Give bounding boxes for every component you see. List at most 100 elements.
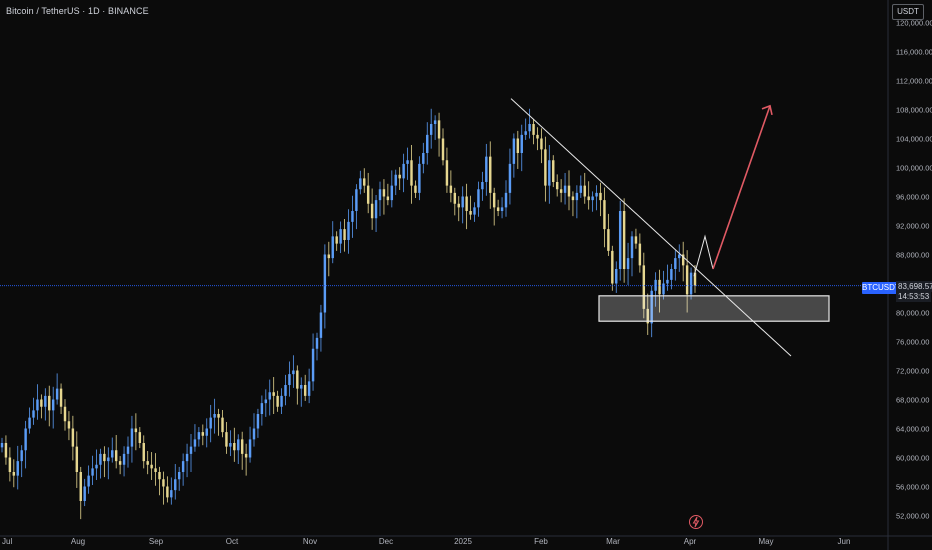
candle-body bbox=[24, 428, 27, 451]
candle-body bbox=[607, 229, 610, 251]
candle-body bbox=[532, 124, 535, 135]
y-tick-label: 120,000.00 bbox=[896, 19, 932, 28]
x-tick-label: Jun bbox=[838, 537, 851, 546]
candle-body bbox=[260, 403, 264, 414]
y-tick-label: 88,000.00 bbox=[896, 251, 929, 260]
candle-body bbox=[457, 203, 460, 208]
candle-body bbox=[252, 428, 256, 440]
candle-body bbox=[615, 269, 618, 284]
candle-body bbox=[355, 189, 358, 211]
candle-body bbox=[634, 236, 638, 244]
candle-body bbox=[229, 443, 232, 447]
candle-body bbox=[536, 134, 539, 139]
candle-body bbox=[453, 192, 457, 204]
candle-body bbox=[118, 461, 122, 465]
candle-body bbox=[114, 450, 118, 462]
candle-body bbox=[595, 192, 598, 197]
candle-body bbox=[40, 399, 43, 407]
candle-body bbox=[689, 272, 693, 295]
candle-body bbox=[646, 308, 649, 324]
candle-body bbox=[552, 160, 555, 182]
candle-body bbox=[122, 453, 126, 465]
support-zone-box bbox=[598, 295, 830, 322]
candle-body bbox=[303, 385, 307, 396]
candle-body bbox=[87, 475, 90, 487]
candle-body bbox=[489, 156, 492, 193]
candle-body bbox=[130, 428, 134, 447]
x-tick-label: May bbox=[758, 537, 773, 546]
candle-body bbox=[288, 374, 291, 385]
last-price-label: 83,698.57 bbox=[896, 281, 932, 292]
candle-body bbox=[575, 192, 579, 201]
candle-body bbox=[422, 153, 425, 164]
candle-body bbox=[16, 461, 19, 476]
candle-body bbox=[177, 472, 181, 480]
candle-body bbox=[4, 443, 8, 458]
y-tick-label: 60,000.00 bbox=[896, 454, 929, 463]
candle-body bbox=[240, 439, 244, 454]
candle-body bbox=[189, 446, 193, 454]
candle-body bbox=[248, 439, 252, 458]
candle-body bbox=[292, 370, 295, 375]
x-tick-label: Oct bbox=[226, 537, 239, 546]
candle-body bbox=[166, 486, 169, 498]
candle-body bbox=[150, 464, 153, 469]
candle-body bbox=[618, 211, 622, 269]
candle-body bbox=[272, 392, 275, 396]
candle-body bbox=[237, 439, 240, 451]
candle-body bbox=[441, 138, 445, 161]
candle-body bbox=[339, 229, 342, 244]
candle-body bbox=[410, 160, 413, 186]
candle-body bbox=[158, 472, 161, 480]
candle-body bbox=[662, 283, 665, 295]
candle-body bbox=[59, 388, 63, 407]
candle-body bbox=[99, 453, 102, 465]
candle-body bbox=[307, 381, 311, 396]
candle-body bbox=[36, 399, 39, 411]
candle-body bbox=[284, 385, 287, 396]
candle-body bbox=[32, 410, 35, 418]
x-tick-label: Apr bbox=[684, 537, 697, 546]
candle-body bbox=[256, 414, 260, 429]
candle-body bbox=[559, 189, 563, 193]
candle-body bbox=[63, 406, 67, 422]
candle-body bbox=[319, 312, 323, 338]
candle-body bbox=[678, 254, 681, 259]
candle-body bbox=[276, 395, 279, 407]
candle-body bbox=[437, 120, 441, 139]
candle-body bbox=[91, 468, 94, 476]
candle-body bbox=[394, 174, 397, 186]
y-tick-label: 64,000.00 bbox=[896, 425, 929, 434]
candle-body bbox=[650, 290, 653, 324]
candle-body bbox=[496, 207, 500, 211]
candle-body bbox=[134, 428, 138, 433]
bar-countdown-label: 14:53:53 bbox=[896, 291, 932, 302]
candle-body bbox=[221, 417, 224, 433]
candle-body bbox=[51, 399, 55, 411]
candle-body bbox=[587, 196, 590, 201]
candle-body bbox=[370, 203, 374, 219]
candle-body bbox=[8, 457, 12, 472]
x-tick-label: Dec bbox=[379, 537, 393, 546]
candle-body bbox=[630, 236, 634, 259]
candle-body bbox=[445, 160, 449, 186]
candle-body bbox=[622, 211, 626, 269]
candle-body bbox=[103, 453, 106, 462]
candle-body bbox=[473, 207, 476, 215]
candle-body bbox=[95, 464, 98, 469]
candle-body bbox=[398, 174, 401, 179]
candle-body bbox=[477, 189, 480, 208]
candle-body bbox=[185, 453, 189, 462]
candle-body bbox=[571, 196, 575, 201]
lightning-icon[interactable] bbox=[688, 514, 704, 530]
candle-body bbox=[599, 192, 602, 201]
y-tick-label: 52,000.00 bbox=[896, 512, 929, 521]
y-tick-label: 104,000.00 bbox=[896, 135, 932, 144]
candle-body bbox=[382, 189, 386, 197]
currency-button[interactable]: USDT bbox=[892, 4, 924, 20]
candle-body bbox=[508, 163, 512, 193]
candle-body bbox=[244, 453, 248, 458]
y-tick-label: 100,000.00 bbox=[896, 164, 932, 173]
candle-body bbox=[504, 192, 508, 208]
